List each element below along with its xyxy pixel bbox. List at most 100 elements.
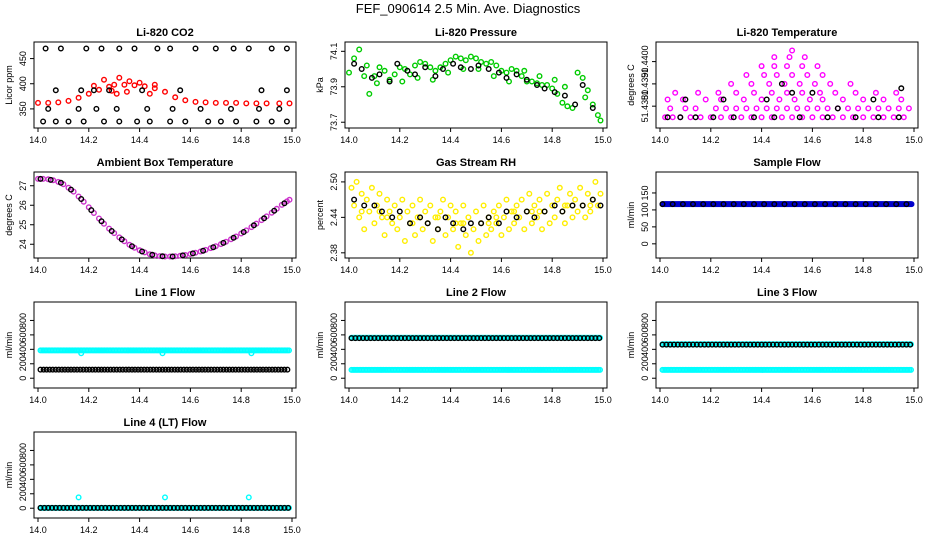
data-point — [356, 335, 363, 342]
data-point — [862, 201, 869, 208]
data-point — [457, 64, 464, 71]
data-point — [489, 335, 496, 342]
data-point — [678, 341, 685, 348]
data-point — [391, 71, 398, 78]
data-point — [839, 96, 846, 103]
data-point — [815, 341, 822, 348]
data-point — [667, 105, 674, 112]
plot-frame — [655, 41, 919, 129]
data-point — [679, 96, 686, 103]
data-point — [740, 201, 747, 208]
data-point — [177, 87, 184, 94]
data-point — [827, 341, 834, 348]
data-point — [596, 335, 603, 342]
data-point — [116, 74, 123, 81]
data-point — [677, 114, 684, 121]
data-point — [895, 341, 902, 348]
data-point — [504, 335, 511, 342]
x-tick-label: 14.6 — [493, 265, 511, 275]
data-point — [490, 73, 497, 80]
x-tick-label: 14.0 — [29, 525, 47, 535]
data-point — [739, 341, 746, 348]
series-temp-avg — [664, 80, 905, 121]
data-point — [516, 335, 523, 342]
data-point — [822, 201, 829, 208]
data-point — [40, 118, 47, 125]
data-point — [850, 114, 857, 121]
data-point — [55, 99, 62, 106]
data-point — [356, 46, 363, 53]
data-point — [870, 114, 877, 121]
data-point — [872, 201, 879, 208]
data-point — [559, 99, 566, 106]
data-point — [569, 202, 576, 209]
data-point — [35, 99, 42, 106]
data-point — [577, 184, 584, 191]
data-point — [71, 504, 78, 511]
data-point — [551, 76, 558, 83]
data-point — [663, 341, 670, 348]
data-point — [155, 504, 162, 511]
data-point — [819, 71, 826, 78]
x-tick-label: 14.4 — [753, 265, 771, 275]
chart-title: Line 3 Flow — [757, 287, 817, 299]
data-point — [710, 114, 717, 121]
data-point — [98, 218, 105, 225]
data-point — [748, 80, 755, 87]
data-point — [366, 90, 373, 97]
x-tick-label: 14.0 — [651, 135, 669, 145]
data-point — [146, 90, 153, 97]
data-point — [565, 335, 572, 342]
data-point — [368, 74, 375, 81]
data-point — [389, 220, 396, 227]
y-tick-label: 400 — [18, 342, 28, 357]
data-point — [113, 90, 120, 97]
data-point — [368, 184, 375, 191]
data-point — [720, 96, 727, 103]
data-point — [153, 366, 160, 373]
data-point — [521, 226, 528, 233]
series-sample-flow-avg — [659, 201, 910, 208]
data-point — [773, 105, 780, 112]
data-point — [241, 366, 248, 373]
data-point — [83, 45, 90, 52]
data-point — [516, 214, 523, 221]
data-point — [823, 341, 830, 348]
data-point — [52, 118, 59, 125]
data-point — [189, 250, 196, 257]
data-point — [561, 220, 568, 227]
data-point — [131, 82, 138, 89]
data-point — [535, 335, 542, 342]
series-line-3-avg — [659, 341, 914, 348]
data-point — [584, 335, 591, 342]
data-point — [432, 335, 439, 342]
data-point — [419, 226, 426, 233]
data-point — [412, 62, 419, 69]
data-point — [770, 341, 777, 348]
data-point — [853, 341, 860, 348]
data-point — [447, 202, 454, 209]
data-point — [128, 366, 135, 373]
data-point — [834, 341, 841, 348]
data-point — [95, 86, 102, 93]
data-point — [229, 366, 236, 373]
y-tick-label: 0 — [640, 241, 650, 246]
data-point — [847, 80, 854, 87]
data-point — [409, 220, 416, 227]
x-tick-label: 14.4 — [753, 395, 771, 405]
x-tick-label: 14.0 — [651, 395, 669, 405]
data-point — [528, 208, 535, 215]
data-point — [450, 60, 457, 67]
data-point — [692, 105, 699, 112]
data-point — [758, 114, 765, 121]
data-point — [498, 232, 505, 239]
data-point — [376, 208, 383, 215]
data-point — [227, 504, 234, 511]
data-point — [549, 202, 556, 209]
data-point — [417, 59, 424, 66]
data-point — [125, 366, 132, 373]
data-point — [659, 201, 666, 208]
data-point — [460, 220, 467, 227]
data-point — [358, 208, 365, 215]
data-point — [379, 214, 386, 221]
